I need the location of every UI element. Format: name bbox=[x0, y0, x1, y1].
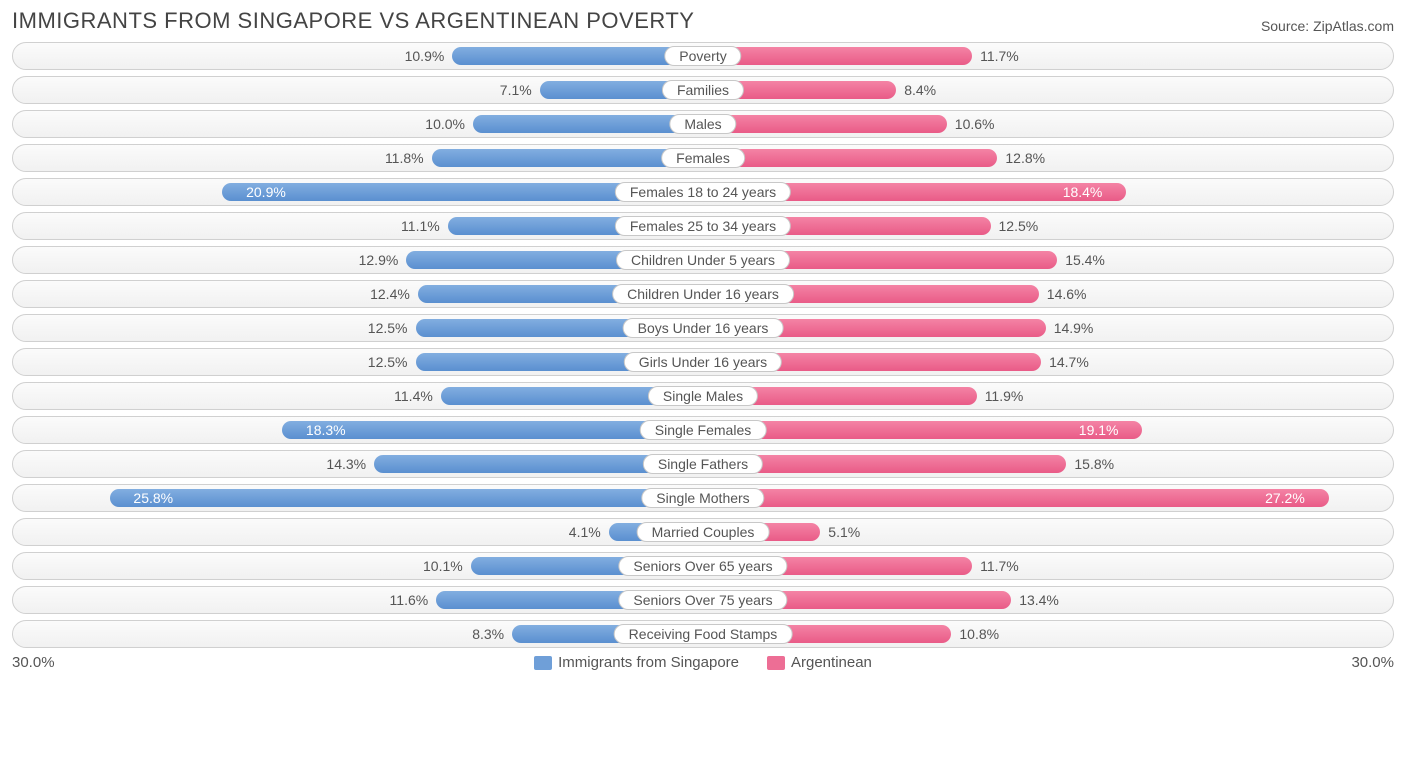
chart-row: 4.1% 5.1% Married Couples bbox=[12, 518, 1394, 546]
category-pill: Girls Under 16 years bbox=[624, 352, 782, 372]
value-label-left: 18.3% bbox=[296, 422, 346, 438]
category-pill: Poverty bbox=[664, 46, 741, 66]
chart-row: 14.3% 15.8% Single Fathers bbox=[12, 450, 1394, 478]
chart-row: 11.1% 12.5% Females 25 to 34 years bbox=[12, 212, 1394, 240]
value-label-right: 12.8% bbox=[997, 150, 1045, 166]
legend-item-left: Immigrants from Singapore bbox=[534, 654, 739, 671]
category-pill: Single Mothers bbox=[641, 488, 764, 508]
value-label-left: 14.3% bbox=[326, 456, 374, 472]
category-pill: Single Females bbox=[640, 420, 767, 440]
chart-row: 11.8% 12.8% Females bbox=[12, 144, 1394, 172]
legend-label-right: Argentinean bbox=[791, 654, 872, 671]
value-label-left: 8.3% bbox=[472, 626, 512, 642]
value-label-right: 14.9% bbox=[1046, 320, 1094, 336]
value-label-right: 8.4% bbox=[896, 82, 936, 98]
value-label-right: 10.8% bbox=[951, 626, 999, 642]
value-label-left: 11.1% bbox=[401, 218, 448, 234]
category-pill: Children Under 16 years bbox=[612, 284, 794, 304]
value-label-right: 15.4% bbox=[1057, 252, 1105, 268]
category-pill: Seniors Over 65 years bbox=[618, 556, 787, 576]
category-pill: Females 25 to 34 years bbox=[615, 216, 791, 236]
source-label: Source: bbox=[1261, 18, 1309, 34]
value-label-left: 4.1% bbox=[569, 524, 609, 540]
category-pill: Males bbox=[669, 114, 736, 134]
axis-right-max: 30.0% bbox=[1334, 654, 1394, 671]
value-label-left: 10.0% bbox=[425, 116, 473, 132]
chart-row: 12.5% 14.9% Boys Under 16 years bbox=[12, 314, 1394, 342]
value-label-left: 11.4% bbox=[394, 388, 441, 404]
value-label-right: 19.1% bbox=[1079, 422, 1129, 438]
category-pill: Females bbox=[661, 148, 745, 168]
value-label-left: 12.5% bbox=[368, 354, 416, 370]
value-label-right: 11.9% bbox=[977, 388, 1024, 404]
legend-swatch-right bbox=[767, 656, 785, 670]
bar-left bbox=[110, 489, 703, 507]
category-pill: Females 18 to 24 years bbox=[615, 182, 791, 202]
diverging-bar-chart: 10.9%11.7%Poverty7.1%8.4%Families10.0%10… bbox=[12, 42, 1394, 648]
value-label-right: 14.6% bbox=[1039, 286, 1087, 302]
legend-label-left: Immigrants from Singapore bbox=[558, 654, 739, 671]
value-label-right: 11.7% bbox=[972, 558, 1019, 574]
bar-right bbox=[703, 47, 972, 65]
value-label-left: 12.5% bbox=[368, 320, 416, 336]
value-label-right: 11.7% bbox=[972, 48, 1019, 64]
category-pill: Children Under 5 years bbox=[616, 250, 790, 270]
source-name: ZipAtlas.com bbox=[1313, 18, 1394, 34]
bar-right bbox=[703, 149, 997, 167]
value-label-left: 11.8% bbox=[385, 150, 432, 166]
value-label-left: 20.9% bbox=[236, 184, 286, 200]
value-label-right: 27.2% bbox=[1265, 490, 1315, 506]
value-label-right: 12.5% bbox=[991, 218, 1039, 234]
source-attribution: Source: ZipAtlas.com bbox=[1261, 18, 1394, 34]
value-label-left: 12.9% bbox=[359, 252, 407, 268]
legend: Immigrants from Singapore Argentinean bbox=[72, 654, 1334, 671]
chart-row: 10.9% 11.7% Poverty bbox=[12, 42, 1394, 70]
value-label-right: 13.4% bbox=[1011, 592, 1059, 608]
chart-row: 20.9% 18.4% Females 18 to 24 years bbox=[12, 178, 1394, 206]
bar-right bbox=[703, 489, 1329, 507]
legend-swatch-left bbox=[534, 656, 552, 670]
category-pill: Single Males bbox=[648, 386, 758, 406]
chart-row: 12.5% 14.7% Girls Under 16 years bbox=[12, 348, 1394, 376]
value-label-left: 11.6% bbox=[390, 592, 437, 608]
value-label-left: 12.4% bbox=[370, 286, 418, 302]
chart-row: 10.0% 10.6% Males bbox=[12, 110, 1394, 138]
bar-right bbox=[703, 421, 1142, 439]
value-label-right: 18.4% bbox=[1063, 184, 1113, 200]
bar-right bbox=[703, 115, 947, 133]
value-label-left: 7.1% bbox=[500, 82, 540, 98]
chart-row: 12.9% 15.4% Children Under 5 years bbox=[12, 246, 1394, 274]
value-label-right: 5.1% bbox=[820, 524, 860, 540]
page-title: IMMIGRANTS FROM SINGAPORE VS ARGENTINEAN… bbox=[12, 8, 694, 34]
chart-row: 11.6% 13.4% Seniors Over 75 years bbox=[12, 586, 1394, 614]
category-pill: Single Fathers bbox=[643, 454, 763, 474]
category-pill: Married Couples bbox=[637, 522, 770, 542]
value-label-left: 25.8% bbox=[123, 490, 173, 506]
category-pill: Seniors Over 75 years bbox=[618, 590, 787, 610]
chart-row: 12.4% 14.6% Children Under 16 years bbox=[12, 280, 1394, 308]
chart-row: 10.1% 11.7% Seniors Over 65 years bbox=[12, 552, 1394, 580]
category-pill: Boys Under 16 years bbox=[623, 318, 784, 338]
value-label-right: 10.6% bbox=[947, 116, 995, 132]
value-label-left: 10.9% bbox=[405, 48, 453, 64]
value-label-right: 14.7% bbox=[1041, 354, 1089, 370]
legend-item-right: Argentinean bbox=[767, 654, 872, 671]
chart-row: 11.4% 11.9% Single Males bbox=[12, 382, 1394, 410]
chart-row: 25.8% 27.2% Single Mothers bbox=[12, 484, 1394, 512]
category-pill: Families bbox=[662, 80, 744, 100]
value-label-left: 10.1% bbox=[423, 558, 471, 574]
chart-row: 7.1% 8.4% Families bbox=[12, 76, 1394, 104]
axis-left-max: 30.0% bbox=[12, 654, 72, 671]
category-pill: Receiving Food Stamps bbox=[614, 624, 793, 644]
chart-row: 18.3% 19.1% Single Females bbox=[12, 416, 1394, 444]
value-label-right: 15.8% bbox=[1066, 456, 1114, 472]
chart-row: 8.3% 10.8% Receiving Food Stamps bbox=[12, 620, 1394, 648]
